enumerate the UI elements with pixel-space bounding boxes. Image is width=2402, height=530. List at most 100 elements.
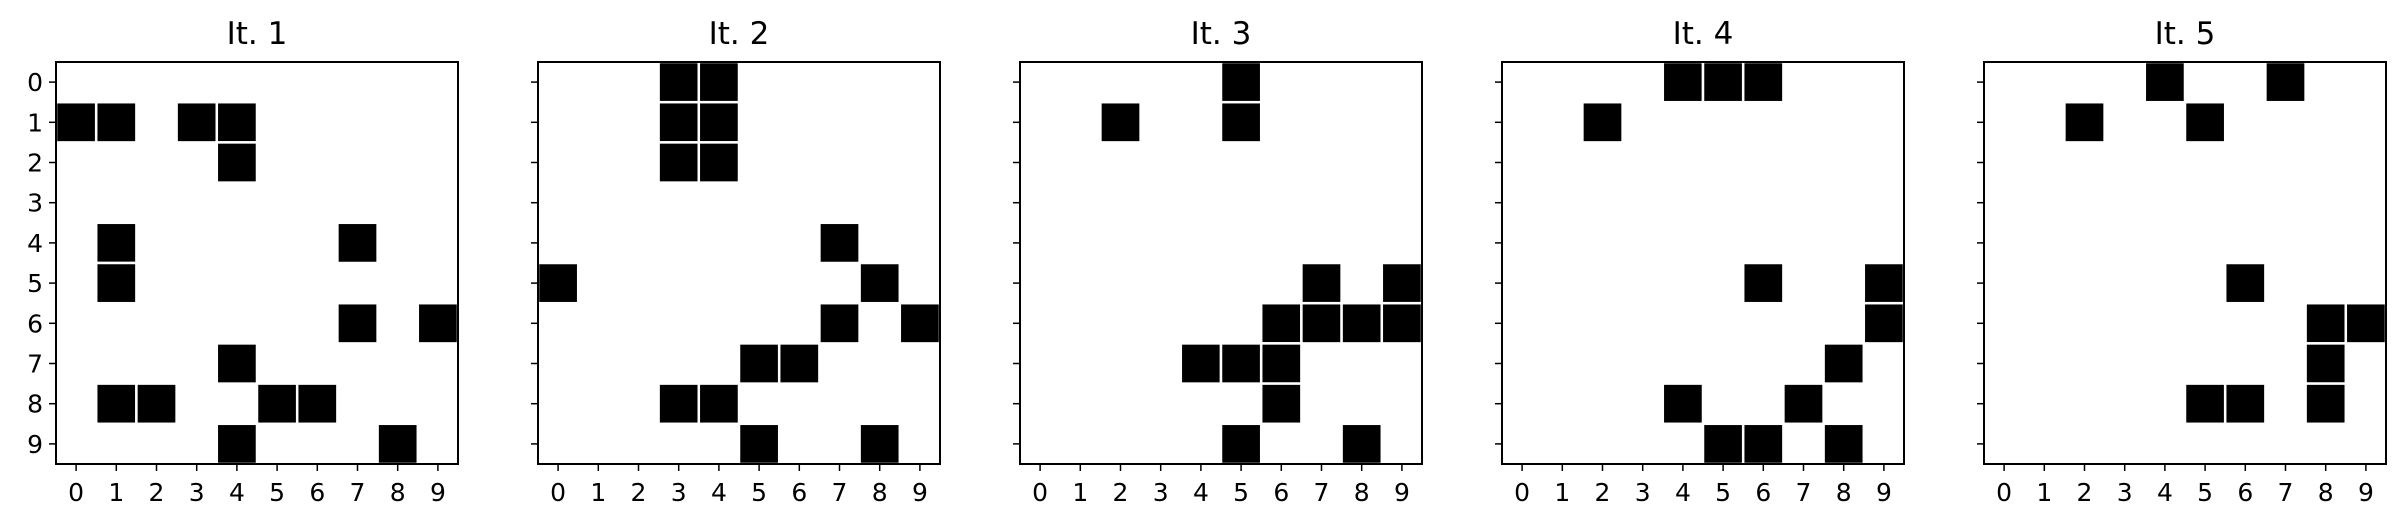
cell-r2-c3 — [657, 141, 701, 184]
panel-title: It. 5 — [2155, 16, 2216, 52]
panel-title: It. 2 — [709, 16, 770, 52]
cell-r2-c4 — [215, 141, 259, 184]
x-tick-label: 7 — [832, 478, 848, 507]
cell-r2-c4 — [697, 141, 741, 184]
panel-2: It. 2 0 1 2 3 4 5 6 7 8 9 — [531, 16, 942, 507]
cell-r9-c5 — [737, 422, 781, 466]
x-tick-label: 3 — [189, 478, 205, 507]
cell-r0-c4 — [697, 60, 741, 104]
cell-r6-c8 — [1340, 301, 1384, 345]
cell-r1-c0 — [54, 100, 98, 144]
y-tick-label: 1 — [27, 108, 43, 137]
cell-r7-c8 — [2304, 342, 2348, 385]
x-tick-label: 8 — [872, 478, 888, 507]
cell-r8-c4 — [697, 382, 741, 426]
panel-frame — [55, 61, 459, 465]
x-tick-label: 5 — [1715, 478, 1731, 507]
cell-r8-c7 — [1782, 382, 1825, 426]
x-tick-label: 1 — [590, 478, 606, 507]
cell-r0-c6 — [1741, 60, 1785, 104]
cell-r6-c9 — [416, 301, 460, 345]
panel-title: It. 1 — [227, 16, 288, 52]
x-tick-label: 1 — [1554, 478, 1570, 507]
x-tick-label: 9 — [1394, 478, 1410, 507]
x-tick-label: 3 — [671, 478, 687, 507]
cell-r4-c7 — [336, 221, 379, 265]
panel-4: It. 4 0 1 2 3 4 5 6 7 8 9 — [1495, 16, 1906, 507]
cell-r9-c5 — [1701, 422, 1745, 466]
x-tick-label: 3 — [2117, 478, 2133, 507]
x-tick-label: 0 — [1032, 478, 1048, 507]
cell-r7-c6 — [1259, 342, 1303, 385]
cell-r5-c6 — [1741, 261, 1785, 305]
cell-r8-c6 — [2223, 382, 2267, 426]
x-tick-label: 7 — [2278, 478, 2294, 507]
x-tick-label: 5 — [751, 478, 767, 507]
cell-r1-c2 — [2063, 100, 2106, 144]
cell-r0-c4 — [1661, 60, 1705, 104]
x-tick-label: 6 — [309, 478, 325, 507]
cell-r1-c4 — [697, 100, 741, 144]
x-tick-label: 4 — [1193, 478, 1209, 507]
cell-r6-c9 — [2344, 301, 2388, 345]
x-tick-label: 5 — [1233, 478, 1249, 507]
x-tick-label: 3 — [1153, 478, 1169, 507]
cell-r7-c4 — [215, 342, 259, 385]
panel-frame — [537, 61, 941, 465]
y-tick-label: 7 — [27, 350, 43, 379]
y-tick-label: 4 — [27, 229, 43, 258]
y-tick-label: 2 — [27, 149, 43, 178]
cell-r1-c2 — [1099, 100, 1142, 144]
cell-r1-c4 — [215, 100, 259, 144]
cell-r6-c7 — [336, 301, 379, 345]
y-tick-label: 9 — [27, 430, 43, 459]
x-tick-label: 2 — [149, 478, 165, 507]
x-tick-label: 3 — [1635, 478, 1651, 507]
cell-r9-c6 — [1741, 422, 1785, 466]
cell-r6-c9 — [898, 301, 942, 345]
panel-frame — [1019, 61, 1423, 465]
cell-r7-c5 — [1219, 342, 1263, 385]
x-tick-label: 6 — [791, 478, 807, 507]
cell-r6-c7 — [1300, 301, 1343, 345]
y-tick-label: 8 — [27, 390, 43, 419]
x-tick-label: 1 — [108, 478, 124, 507]
x-tick-label: 0 — [68, 478, 84, 507]
x-tick-label: 7 — [1796, 478, 1812, 507]
x-tick-label: 4 — [711, 478, 727, 507]
panel-title: It. 3 — [1191, 16, 1252, 52]
cell-r6-c6 — [1259, 301, 1303, 345]
cell-r1-c2 — [1581, 100, 1624, 144]
cell-r8-c5 — [255, 382, 299, 426]
cell-r5-c0 — [536, 261, 580, 305]
cell-r0-c4 — [2143, 60, 2187, 104]
cell-r4-c1 — [94, 221, 138, 265]
x-tick-label: 5 — [2197, 478, 2213, 507]
x-tick-label: 2 — [1595, 478, 1611, 507]
cell-r0-c5 — [1219, 60, 1263, 104]
cell-r9-c5 — [1219, 422, 1263, 466]
cell-r8-c2 — [135, 382, 178, 426]
cell-r8-c3 — [657, 382, 701, 426]
panel-frame — [1501, 61, 1905, 465]
x-tick-label: 4 — [229, 478, 245, 507]
x-tick-label: 7 — [350, 478, 366, 507]
cell-r1-c5 — [2183, 100, 2227, 144]
x-tick-label: 0 — [1514, 478, 1530, 507]
cell-r1-c5 — [1219, 100, 1263, 144]
x-tick-label: 8 — [1354, 478, 1370, 507]
cell-r8-c6 — [295, 382, 339, 426]
y-tick-label: 5 — [27, 269, 43, 298]
cell-r5-c8 — [858, 261, 902, 305]
y-tick-label: 3 — [27, 189, 43, 218]
x-tick-label: 0 — [550, 478, 566, 507]
panel-5: It. 5 0 1 2 3 4 5 6 7 8 9 — [1977, 16, 2388, 507]
cell-r1-c3 — [657, 100, 701, 144]
cell-r6-c9 — [1380, 301, 1424, 345]
x-tick-label: 8 — [1836, 478, 1852, 507]
cell-r8-c8 — [2304, 382, 2348, 426]
cell-r9-c8 — [1340, 422, 1384, 466]
x-tick-label: 5 — [269, 478, 285, 507]
